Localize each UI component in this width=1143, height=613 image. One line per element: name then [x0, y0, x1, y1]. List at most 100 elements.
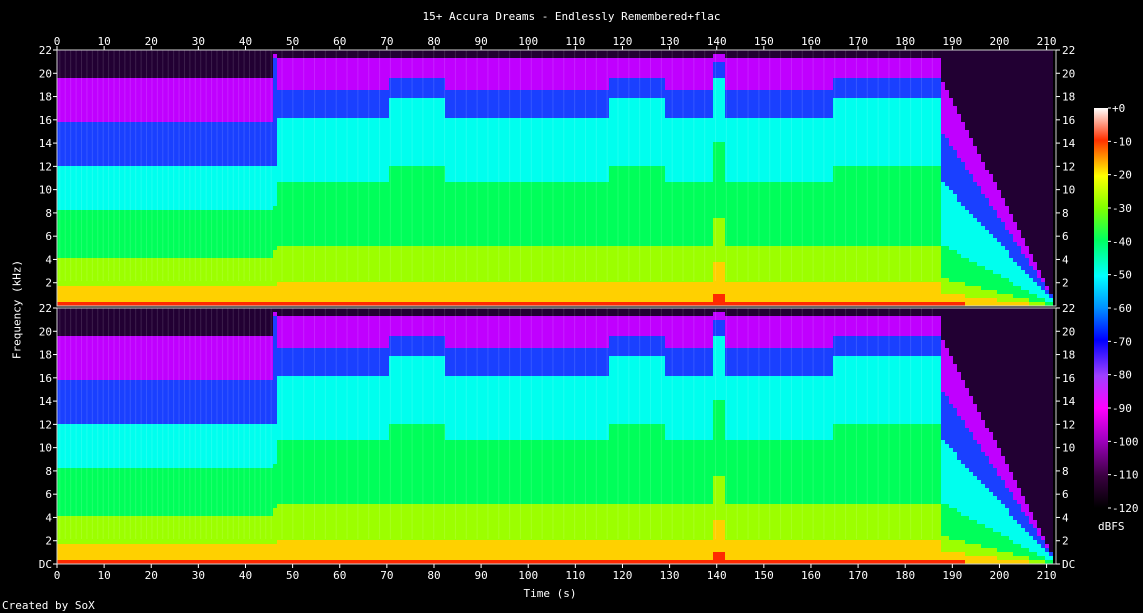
- spectrum-cell: [213, 150, 217, 154]
- spectrum-cell: [201, 134, 205, 138]
- spectrum-cell: [213, 98, 217, 102]
- spectrum-cell: [217, 298, 221, 302]
- spectrum-cell: [93, 270, 97, 274]
- spectrum-cell: [297, 154, 301, 158]
- spectrum-cell: [229, 230, 233, 234]
- spectrum-cell: [205, 262, 209, 266]
- spectrum-cell: [57, 274, 61, 278]
- spectrum-cell: [133, 246, 137, 250]
- spectrum-cell: [297, 298, 301, 302]
- spectrum-cell: [277, 182, 281, 186]
- spectrum-cell: [225, 166, 229, 170]
- spectrum-cell: [125, 114, 129, 118]
- spectrum-cell: [57, 234, 61, 238]
- spectrum-cell: [221, 222, 225, 226]
- spectrum-cell: [93, 214, 97, 218]
- spectrum-cell: [201, 146, 205, 150]
- spectrum-cell: [273, 138, 277, 142]
- spectrum-cell: [101, 290, 105, 294]
- spectrum-cell: [137, 230, 141, 234]
- spectrum-cell: [137, 54, 141, 58]
- spectrum-cell: [217, 74, 221, 78]
- spectrum-cell: [109, 302, 113, 306]
- spectrum-cell: [141, 286, 145, 290]
- spectrum-cell: [229, 270, 233, 274]
- spectrum-cell: [277, 122, 281, 126]
- spectrum-cell: [277, 78, 281, 82]
- spectrum-cell: [169, 166, 173, 170]
- spectrum-cell: [193, 298, 197, 302]
- spectrum-cell: [133, 102, 137, 106]
- spectrum-cell: [109, 250, 113, 254]
- spectrum-cell: [205, 162, 209, 166]
- spectrum-cell: [133, 266, 137, 270]
- spectrum-cell: [157, 302, 161, 306]
- spectrum-cell: [285, 238, 289, 242]
- spectrum-cell: [133, 130, 137, 134]
- spectrum-cell: [261, 150, 265, 154]
- spectrum-cell: [277, 106, 281, 110]
- spectrum-cell: [117, 282, 121, 286]
- spectrum-cell: [185, 302, 189, 306]
- spectrum-cell: [137, 270, 141, 274]
- spectrum-cell: [117, 286, 121, 290]
- spectrum-cell: [225, 230, 229, 234]
- spectrum-cell: [245, 186, 249, 190]
- spectrum-cell: [165, 294, 169, 298]
- spectrum-cell: [297, 54, 301, 58]
- spectrum-cell: [137, 66, 141, 70]
- spectrum-cell: [197, 282, 201, 286]
- spectrum-cell: [85, 302, 89, 306]
- spectrum-cell: [301, 62, 305, 66]
- spectrum-cell: [125, 194, 129, 198]
- spectrum-cell: [125, 130, 129, 134]
- spectrum-cell: [97, 290, 101, 294]
- spectrum-cell: [273, 102, 277, 106]
- spectrum-cell: [145, 302, 149, 306]
- spectrum-cell: [273, 66, 277, 70]
- spectrum-cell: [189, 298, 193, 302]
- spectrum-cell: [61, 214, 65, 218]
- spectrum-cell: [129, 130, 133, 134]
- spectrum-cell: [285, 258, 289, 262]
- spectrum-cell: [273, 50, 277, 54]
- spectrum-cell: [277, 102, 281, 106]
- spectrum-cell: [273, 182, 277, 186]
- spectrum-cell: [125, 294, 129, 298]
- spectrum-cell: [153, 190, 157, 194]
- spectrum-cell: [245, 150, 249, 154]
- spectrum-cell: [61, 82, 65, 86]
- spectrum-cell: [229, 266, 233, 270]
- spectrum-cell: [109, 214, 113, 218]
- spectrum-cell: [297, 198, 301, 202]
- spectrum-cell: [201, 194, 205, 198]
- spectrum-cell: [77, 58, 81, 62]
- spectrum-cell: [249, 298, 253, 302]
- spectrum-cell: [57, 186, 61, 190]
- spectrum-cell: [281, 294, 285, 298]
- spectrum-cell: [169, 290, 173, 294]
- spectrum-cell: [85, 286, 89, 290]
- spectrum-cell: [285, 190, 289, 194]
- spectrum-cell: [297, 286, 301, 290]
- spectrum-cell: [117, 290, 121, 294]
- spectrum-cell: [205, 62, 209, 66]
- spectrum-cell: [273, 210, 277, 214]
- spectrum-cell: [57, 70, 61, 74]
- spectrum-cell: [225, 138, 229, 142]
- spectrum-cell: [245, 114, 249, 118]
- spectrum-cell: [261, 178, 265, 182]
- spectrum-cell: [273, 298, 277, 302]
- spectrum-cell: [229, 54, 233, 58]
- spectrum-cell: [265, 294, 269, 298]
- spectrum-cell: [205, 218, 209, 222]
- spectrum-cell: [185, 294, 189, 298]
- spectrum-cell: [209, 146, 213, 150]
- spectrum-cell: [77, 98, 81, 102]
- spectrum-cell: [169, 254, 173, 258]
- spectrum-cell: [185, 282, 189, 286]
- spectrum-cell: [185, 198, 189, 202]
- spectrum-cell: [297, 174, 301, 178]
- spectrum-cell: [285, 150, 289, 154]
- spectrum-cell: [285, 110, 289, 114]
